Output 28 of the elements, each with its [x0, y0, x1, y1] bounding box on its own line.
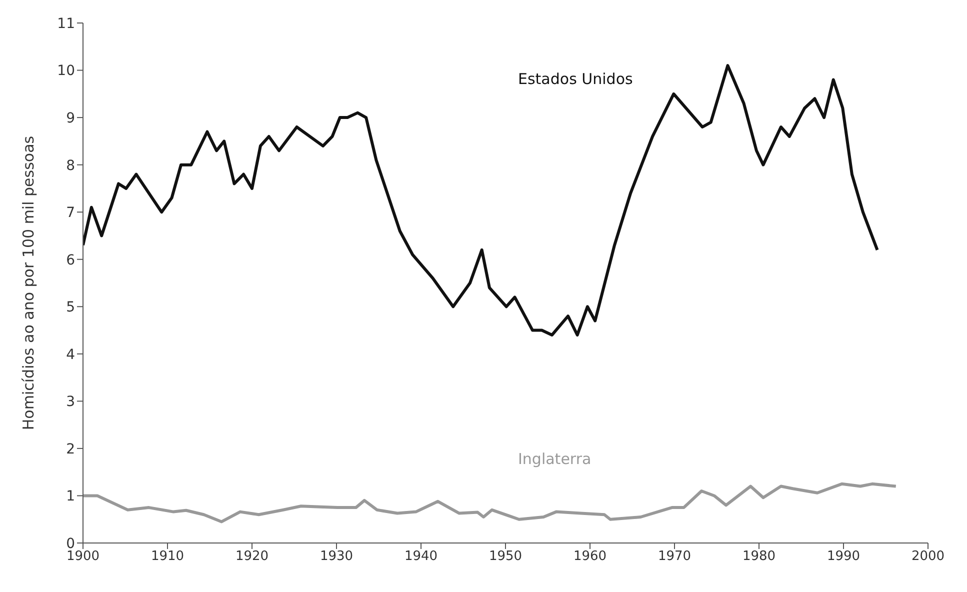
x-tick-label: 1920 — [235, 549, 269, 564]
text: Estados Unidos — [518, 70, 633, 88]
x-tick-label: 1990 — [826, 549, 860, 564]
x-tick-label: 1950 — [488, 549, 522, 564]
y-tick-label: 11 — [57, 16, 75, 32]
y-tick-label: 0 — [66, 536, 75, 552]
text: Inglaterra — [518, 450, 592, 468]
x-tick-label: 1970 — [658, 549, 692, 564]
y-tick-label: 8 — [66, 158, 75, 174]
x-tick-label: 1900 — [66, 549, 100, 564]
line-series — [83, 64, 879, 336]
y-tick-label: 2 — [66, 441, 75, 458]
x-tick-label: 1940 — [404, 549, 438, 564]
y-tick-label: 3 — [66, 394, 75, 410]
x-tick-label: 1980 — [742, 549, 776, 564]
y-tick-label: 9 — [66, 110, 75, 127]
y-tick-label: 5 — [66, 300, 75, 316]
x-tick-label: 1960 — [573, 549, 607, 564]
y-tick-label: 1 — [66, 488, 75, 505]
y-axis-title: Homicídios ao ano por 100 mil pessoas — [19, 136, 38, 430]
y-tick-label: 6 — [66, 252, 76, 268]
x-tick-label: 1910 — [150, 549, 184, 564]
line-series — [83, 482, 898, 524]
x-tick-label: 2000 — [911, 549, 945, 564]
y-tick-label: 10 — [57, 63, 75, 80]
x-tick-label: 1930 — [320, 549, 354, 564]
y-tick-label: 7 — [66, 205, 75, 222]
y-tick-label: 4 — [66, 346, 76, 363]
